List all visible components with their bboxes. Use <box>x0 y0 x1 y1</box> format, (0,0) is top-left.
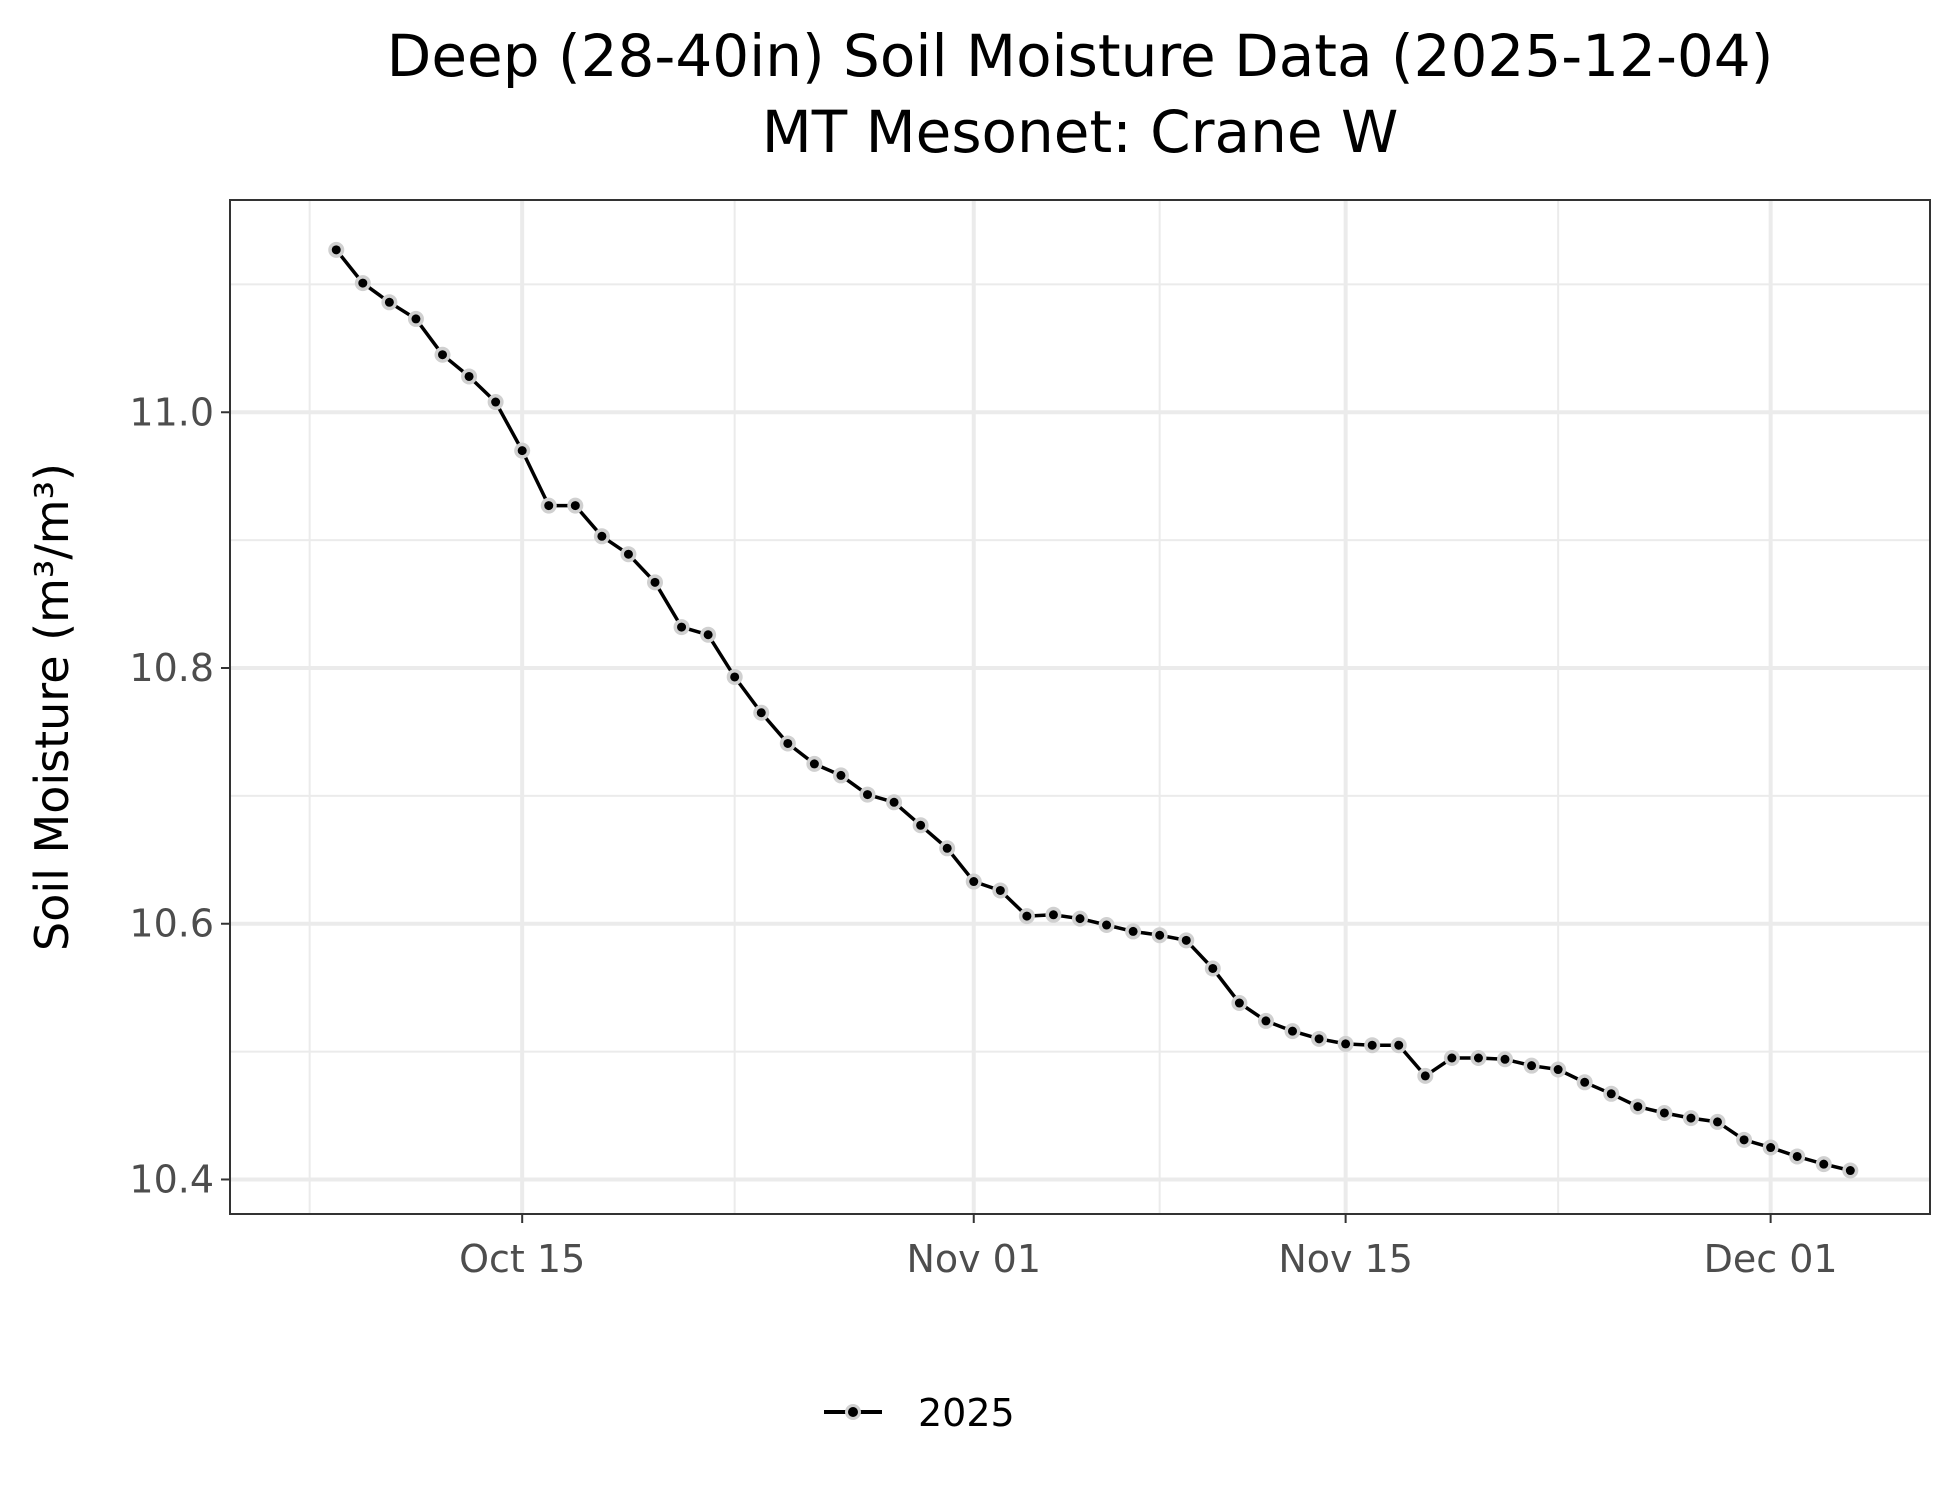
series-points-group <box>328 241 1859 1179</box>
plot-panel <box>230 200 1930 1214</box>
data-point <box>517 446 527 456</box>
data-point <box>1394 1040 1404 1050</box>
data-point <box>703 630 713 640</box>
data-point <box>1128 926 1138 936</box>
data-point <box>1527 1061 1537 1071</box>
data-point <box>1845 1166 1855 1176</box>
y-axis-title: Soil Moisture (m³/m³) <box>25 463 79 951</box>
data-point <box>1792 1151 1802 1161</box>
data-point <box>809 759 819 769</box>
data-point <box>1659 1108 1669 1118</box>
data-point <box>411 314 421 324</box>
data-point <box>1234 998 1244 1008</box>
x-tick-label: Oct 15 <box>459 1237 585 1281</box>
data-point <box>1102 920 1112 930</box>
data-point <box>1606 1089 1616 1099</box>
data-point <box>1633 1102 1643 1112</box>
data-point <box>1314 1034 1324 1044</box>
data-point <box>1048 910 1058 920</box>
data-point <box>570 501 580 511</box>
y-tick-label: 10.8 <box>129 646 214 690</box>
data-point <box>1155 930 1165 940</box>
data-point <box>889 797 899 807</box>
data-point <box>942 843 952 853</box>
legend: 2025 <box>824 1391 1015 1435</box>
data-point <box>1022 911 1032 921</box>
x-tick-label: Dec 01 <box>1704 1237 1838 1281</box>
series-line-group <box>334 248 1851 1173</box>
data-point <box>1420 1071 1430 1081</box>
data-point <box>623 549 633 559</box>
data-point <box>730 672 740 682</box>
grid-minor-lines <box>230 200 1930 1214</box>
y-tick-label: 10.4 <box>129 1157 214 1201</box>
data-point <box>783 738 793 748</box>
chart-title: Deep (28-40in) Soil Moisture Data (2025-… <box>387 22 1774 90</box>
data-point <box>1367 1040 1377 1050</box>
data-point <box>1553 1065 1563 1075</box>
grid-major-lines <box>230 200 1930 1214</box>
data-point <box>1181 935 1191 945</box>
data-point <box>1208 963 1218 973</box>
data-point <box>464 371 474 381</box>
series-line-2025 <box>334 248 1851 1173</box>
data-point <box>863 790 872 800</box>
x-axis: Oct 15 Nov 01 Nov 15 Dec 01 <box>459 1214 1838 1281</box>
data-point <box>1447 1053 1457 1063</box>
data-point <box>969 877 979 887</box>
x-tick-label: Nov 15 <box>1278 1237 1413 1281</box>
data-point <box>491 397 501 407</box>
legend-label: 2025 <box>918 1391 1015 1435</box>
data-point <box>331 245 341 255</box>
data-point <box>384 297 394 307</box>
data-point <box>1766 1143 1776 1153</box>
data-point <box>597 531 607 541</box>
data-point <box>1686 1113 1696 1123</box>
data-point <box>677 622 687 632</box>
y-tick-label: 11.0 <box>129 390 214 434</box>
data-point <box>1261 1016 1271 1026</box>
data-point <box>1288 1026 1297 1036</box>
data-point <box>1580 1077 1590 1087</box>
data-point <box>995 885 1005 895</box>
data-point <box>1473 1053 1483 1063</box>
data-point <box>756 708 766 718</box>
data-point <box>916 820 926 830</box>
y-axis: 10.4 10.6 10.8 11.0 <box>129 390 230 1201</box>
panel-border <box>229 199 1931 1215</box>
data-point <box>544 501 554 511</box>
data-point <box>358 278 368 288</box>
data-point <box>836 770 846 780</box>
data-point <box>1500 1054 1510 1064</box>
data-point <box>438 350 447 360</box>
x-tick-label: Nov 01 <box>906 1237 1041 1281</box>
data-point <box>1713 1117 1722 1127</box>
chart-subtitle: MT Mesonet: Crane W <box>762 98 1399 166</box>
legend-point <box>848 1407 858 1417</box>
y-tick-label: 10.6 <box>129 902 214 946</box>
data-point <box>1819 1159 1829 1169</box>
data-point <box>1075 914 1085 924</box>
data-point <box>1341 1039 1351 1049</box>
data-point <box>1739 1135 1749 1145</box>
data-point <box>650 577 660 587</box>
